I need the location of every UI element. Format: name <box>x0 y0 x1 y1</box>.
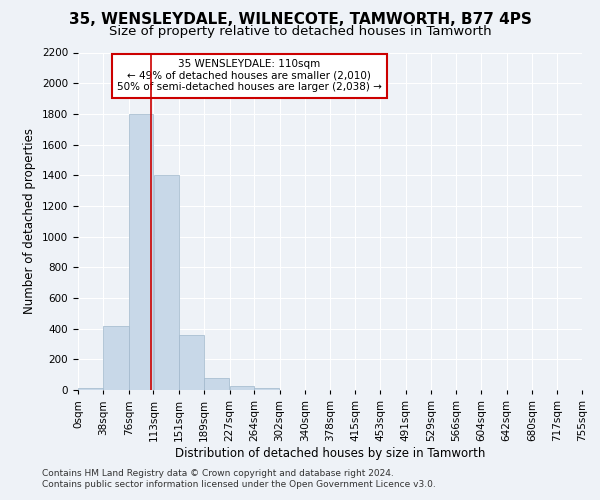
Bar <box>154 175 179 390</box>
Text: Size of property relative to detached houses in Tamworth: Size of property relative to detached ho… <box>109 25 491 38</box>
Y-axis label: Number of detached properties: Number of detached properties <box>23 128 37 314</box>
Bar <box>204 378 229 390</box>
Bar <box>78 388 103 390</box>
Text: Contains public sector information licensed under the Open Government Licence v3: Contains public sector information licen… <box>42 480 436 489</box>
Bar <box>129 114 154 390</box>
Bar <box>103 326 128 390</box>
X-axis label: Distribution of detached houses by size in Tamworth: Distribution of detached houses by size … <box>175 446 485 460</box>
Bar <box>230 386 254 390</box>
Bar <box>254 388 280 390</box>
Text: 35, WENSLEYDALE, WILNECOTE, TAMWORTH, B77 4PS: 35, WENSLEYDALE, WILNECOTE, TAMWORTH, B7… <box>68 12 532 28</box>
Text: 35 WENSLEYDALE: 110sqm
← 49% of detached houses are smaller (2,010)
50% of semi-: 35 WENSLEYDALE: 110sqm ← 49% of detached… <box>117 59 382 92</box>
Bar <box>179 335 204 390</box>
Text: Contains HM Land Registry data © Crown copyright and database right 2024.: Contains HM Land Registry data © Crown c… <box>42 468 394 477</box>
